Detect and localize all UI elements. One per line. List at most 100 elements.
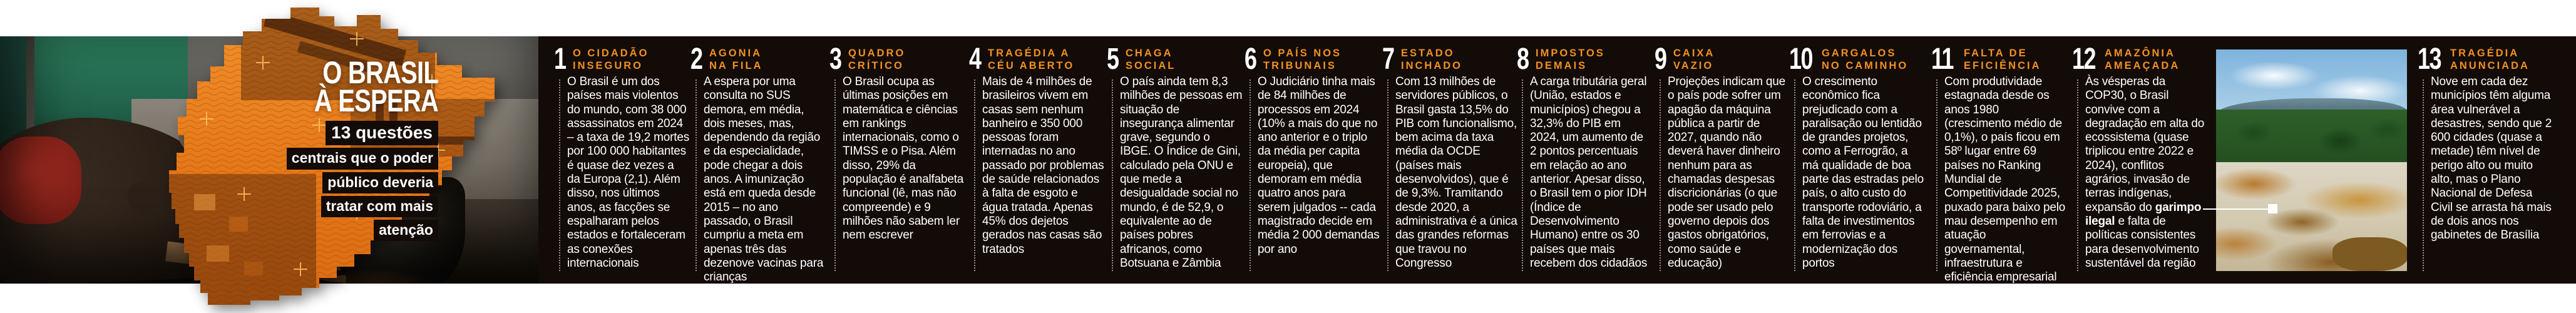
section-body: O Judiciário tinha mais de 84 milhões de…	[1258, 75, 1380, 256]
section-11: 11 FALTA DE EFICIÊNCIA Com produtividade es…	[1931, 36, 2068, 284]
headline-line1: O BRASIL	[322, 55, 439, 90]
section-title-line1: TRAGÉDIA A	[988, 48, 1070, 59]
section-body: O crescimento econômico fica prejudicado…	[1802, 75, 1924, 270]
section-title: FALTA DE EFICIÊNCIA	[1964, 48, 2041, 72]
section-10: 10 GARGALOS NO CAMINHO O crescimento econôm…	[1789, 36, 1926, 284]
dotted-separator	[559, 80, 560, 271]
section-title-line2: INSEGURO	[573, 59, 644, 71]
kicker-block: 13 questões centrais que o poder público…	[243, 118, 438, 241]
section-4: 4 TRAGÉDIA A CÉU ABERTO Mais de 4 milhões d…	[969, 36, 1106, 284]
section-2: 2 AGONIA NA FILA A espera por uma consulta …	[690, 36, 827, 284]
section-title-line1: O CIDADÃO	[573, 48, 649, 59]
map-favela-house	[229, 217, 248, 232]
section-title-line2: CRÍTICO	[848, 59, 904, 71]
section-title-line2: DEMAIS	[1536, 59, 1588, 71]
section-number: 2	[690, 43, 703, 76]
section-title-line1: TRAGÉDIA	[2450, 48, 2520, 59]
section-number: 9	[1655, 43, 1667, 76]
section-number: 13	[2418, 43, 2442, 76]
dotted-separator	[695, 80, 697, 271]
section-title: AMAZÔNIA AMEAÇADA	[2105, 48, 2180, 72]
map-favela-house	[244, 262, 263, 275]
section-5: 5 CHAGA SOCIAL O país ainda tem 8,3 milhões…	[1107, 36, 1243, 284]
section-body: Com produtividade estagnada desde os ano…	[1944, 75, 2066, 284]
section-title-line1: QUADRO	[848, 48, 906, 59]
amazon-muddy-pool	[2332, 237, 2407, 271]
section-body: Às vésperas da COP30, o Brasil convive c…	[2085, 75, 2205, 270]
section-number: 6	[1244, 43, 1257, 76]
map-favela-house	[207, 245, 229, 262]
section-title: ESTADO INCHADO	[1401, 48, 1462, 72]
section-number: 3	[829, 43, 842, 76]
amazon-forest	[2216, 110, 2407, 167]
dotted-separator	[1660, 80, 1661, 271]
map-rifle-barrel	[263, 10, 407, 66]
dotted-separator	[1387, 80, 1388, 271]
section-title-line1: GARGALOS	[1822, 48, 1897, 59]
section-number: 4	[969, 43, 982, 76]
section-title-line1: CHAGA	[1126, 48, 1173, 59]
section-title: O CIDADÃO INSEGURO	[573, 48, 649, 72]
section-title-line2: INCHADO	[1401, 59, 1462, 71]
dotted-separator	[1522, 80, 1523, 271]
section-title-line2: VAZIO	[1673, 59, 1714, 71]
leader-target-square	[2268, 204, 2277, 213]
kicker-chip: centrais que o poder	[286, 148, 438, 170]
section-title: QUADRO CRÍTICO	[848, 48, 905, 72]
section-body: Projeções indicam que o país pode sofrer…	[1668, 75, 1786, 270]
section-body: Com 13 milhões de servidores públicos, o…	[1395, 75, 1517, 270]
favela-person-red-shirt	[0, 136, 81, 224]
map-favela-house	[194, 194, 215, 210]
section-title-line1: ESTADO	[1401, 48, 1455, 59]
section-number: 5	[1107, 43, 1119, 76]
section-title: TRAGÉDIA ANUNCIADA	[2450, 48, 2530, 72]
section-body: A espera por uma consulta no SUS demora,…	[704, 75, 824, 284]
section-title-line1: IMPOSTOS	[1536, 48, 1605, 59]
section-title-line2: CÉU ABERTO	[988, 59, 1075, 71]
section-title-line1: CAIXA	[1673, 48, 1715, 59]
kicker-chip: público deveria	[322, 172, 438, 193]
section-body: Mais de 4 milhões de brasileiros vivem e…	[982, 75, 1104, 256]
leader-line	[2203, 208, 2269, 210]
section-number: 8	[1517, 43, 1529, 76]
section-title: GARGALOS NO CAMINHO	[1822, 48, 1908, 72]
section-title: CAIXA VAZIO	[1673, 48, 1715, 72]
section-number: 7	[1382, 43, 1395, 76]
section-title-line2: ANUNCIADA	[2450, 59, 2530, 71]
section-8: 8 IMPOSTOS DEMAIS A carga tributária geral …	[1517, 36, 1653, 284]
section-body: A carga tributária geral (União, estados…	[1530, 75, 1648, 270]
dotted-separator	[974, 80, 975, 271]
section-number: 12	[2072, 43, 2096, 76]
section-title-line2: NO CAMINHO	[1822, 59, 1909, 71]
kicker-chip: atenção	[374, 219, 438, 241]
kicker-bold-chip: 13 questões	[326, 121, 438, 146]
section-3: 3 QUADRO CRÍTICO O Brasil ocupa as últimas …	[829, 36, 966, 284]
amazon-photo	[2216, 49, 2407, 271]
amazon-cloud	[2227, 61, 2321, 91]
section-title-line2: NA FILA	[709, 59, 763, 71]
headline-block: O BRASIL À ESPERA	[262, 55, 439, 118]
dotted-separator	[2077, 80, 2078, 271]
headline-line2: À ESPERA	[314, 83, 439, 118]
section-title: CHAGA SOCIAL	[1126, 48, 1176, 72]
dotted-separator	[1112, 80, 1113, 271]
dotted-separator	[1794, 80, 1795, 271]
section-number: 11	[1931, 43, 1954, 76]
section-number: 1	[554, 43, 567, 76]
section-title: TRAGÉDIA A CÉU ABERTO	[988, 48, 1074, 72]
section-title: AGONIA NA FILA	[709, 48, 762, 72]
map-rifle-stock	[297, 41, 373, 73]
section-title-line1: AMAZÔNIA	[2105, 48, 2175, 59]
section-title-line1: AGONIA	[709, 48, 762, 59]
dotted-separator	[2423, 80, 2424, 271]
section-title: O PAÍS NOS TRIBUNAIS	[1263, 48, 1342, 72]
section-title-line2: TRIBUNAIS	[1263, 59, 1337, 71]
dotted-separator	[834, 80, 836, 271]
section-number: 10	[1789, 43, 1814, 76]
section-title-line1: FALTA DE	[1964, 48, 2028, 59]
section-title-line1: O PAÍS NOS	[1263, 48, 1342, 59]
section-body: O Brasil ocupa as últimas posições em ma…	[843, 75, 964, 242]
